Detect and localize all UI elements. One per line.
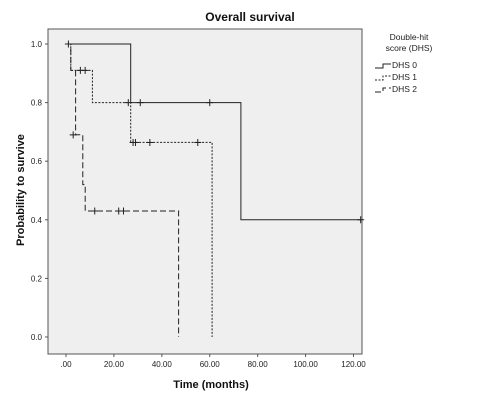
x-tick-label: 80.00 <box>248 360 269 369</box>
legend-label: DHS 2 <box>392 84 417 94</box>
censor-mark <box>120 207 127 215</box>
censor-mark <box>91 207 99 215</box>
x-tick-label: 100.00 <box>293 360 318 369</box>
axis-ticks: 0.0 0.2 0.4 0.6 0.8 1.0 .00 20.00 40.00 60.00 80.0… <box>31 40 366 369</box>
censor-mark <box>131 138 139 146</box>
x-tick-label: 60.00 <box>200 360 221 369</box>
legend-entry-dhs-2: DHS 2 <box>375 84 417 94</box>
censor-mark <box>81 66 89 74</box>
plot-area <box>47 28 363 355</box>
censor-mark <box>146 138 154 146</box>
legend-title-line-1: Double-hit <box>390 32 429 42</box>
censor-mark <box>64 40 72 48</box>
survival-curve <box>66 43 361 221</box>
censor-mark <box>357 216 365 224</box>
series-dhs-1 <box>66 43 213 337</box>
y-axis-title: Probability to survive <box>15 134 27 246</box>
legend-line-swatch <box>375 87 391 93</box>
y-tick-label: 0.6 <box>31 157 43 166</box>
legend-title-line-2: score (DHS) <box>386 43 433 53</box>
x-axis-title: Time (months) <box>173 379 249 391</box>
x-tick-label: .00 <box>60 360 72 369</box>
y-tick-label: 1.0 <box>31 40 43 49</box>
x-tick-label: 40.00 <box>152 360 173 369</box>
censor-mark <box>69 131 77 139</box>
y-tick-label: 0.4 <box>31 216 43 225</box>
x-tick-label: 20.00 <box>104 360 125 369</box>
chart-title: Overall survival <box>205 10 294 24</box>
y-tick-label: 0.2 <box>31 274 43 283</box>
y-tick-label: 0.0 <box>31 333 43 342</box>
censor-mark <box>194 138 202 146</box>
y-tick-label: 0.8 <box>31 99 43 108</box>
x-tick-label: 120.00 <box>341 360 366 369</box>
series-layer <box>64 40 365 337</box>
series-dhs-2 <box>64 40 180 337</box>
legend-label: DHS 0 <box>392 60 417 70</box>
legend-line-swatch <box>375 63 391 69</box>
legend-entry-dhs-1: DHS 1 <box>375 72 417 82</box>
legend: Double-hit score (DHS) DHS 0 DHS 1 DHS 2 <box>375 32 433 94</box>
censor-mark <box>206 99 214 107</box>
legend-entry-dhs-0: DHS 0 <box>375 60 417 70</box>
legend-line-swatch <box>375 75 391 81</box>
censor-mark <box>136 99 144 107</box>
survival-curve <box>66 43 213 337</box>
legend-label: DHS 1 <box>392 72 417 82</box>
